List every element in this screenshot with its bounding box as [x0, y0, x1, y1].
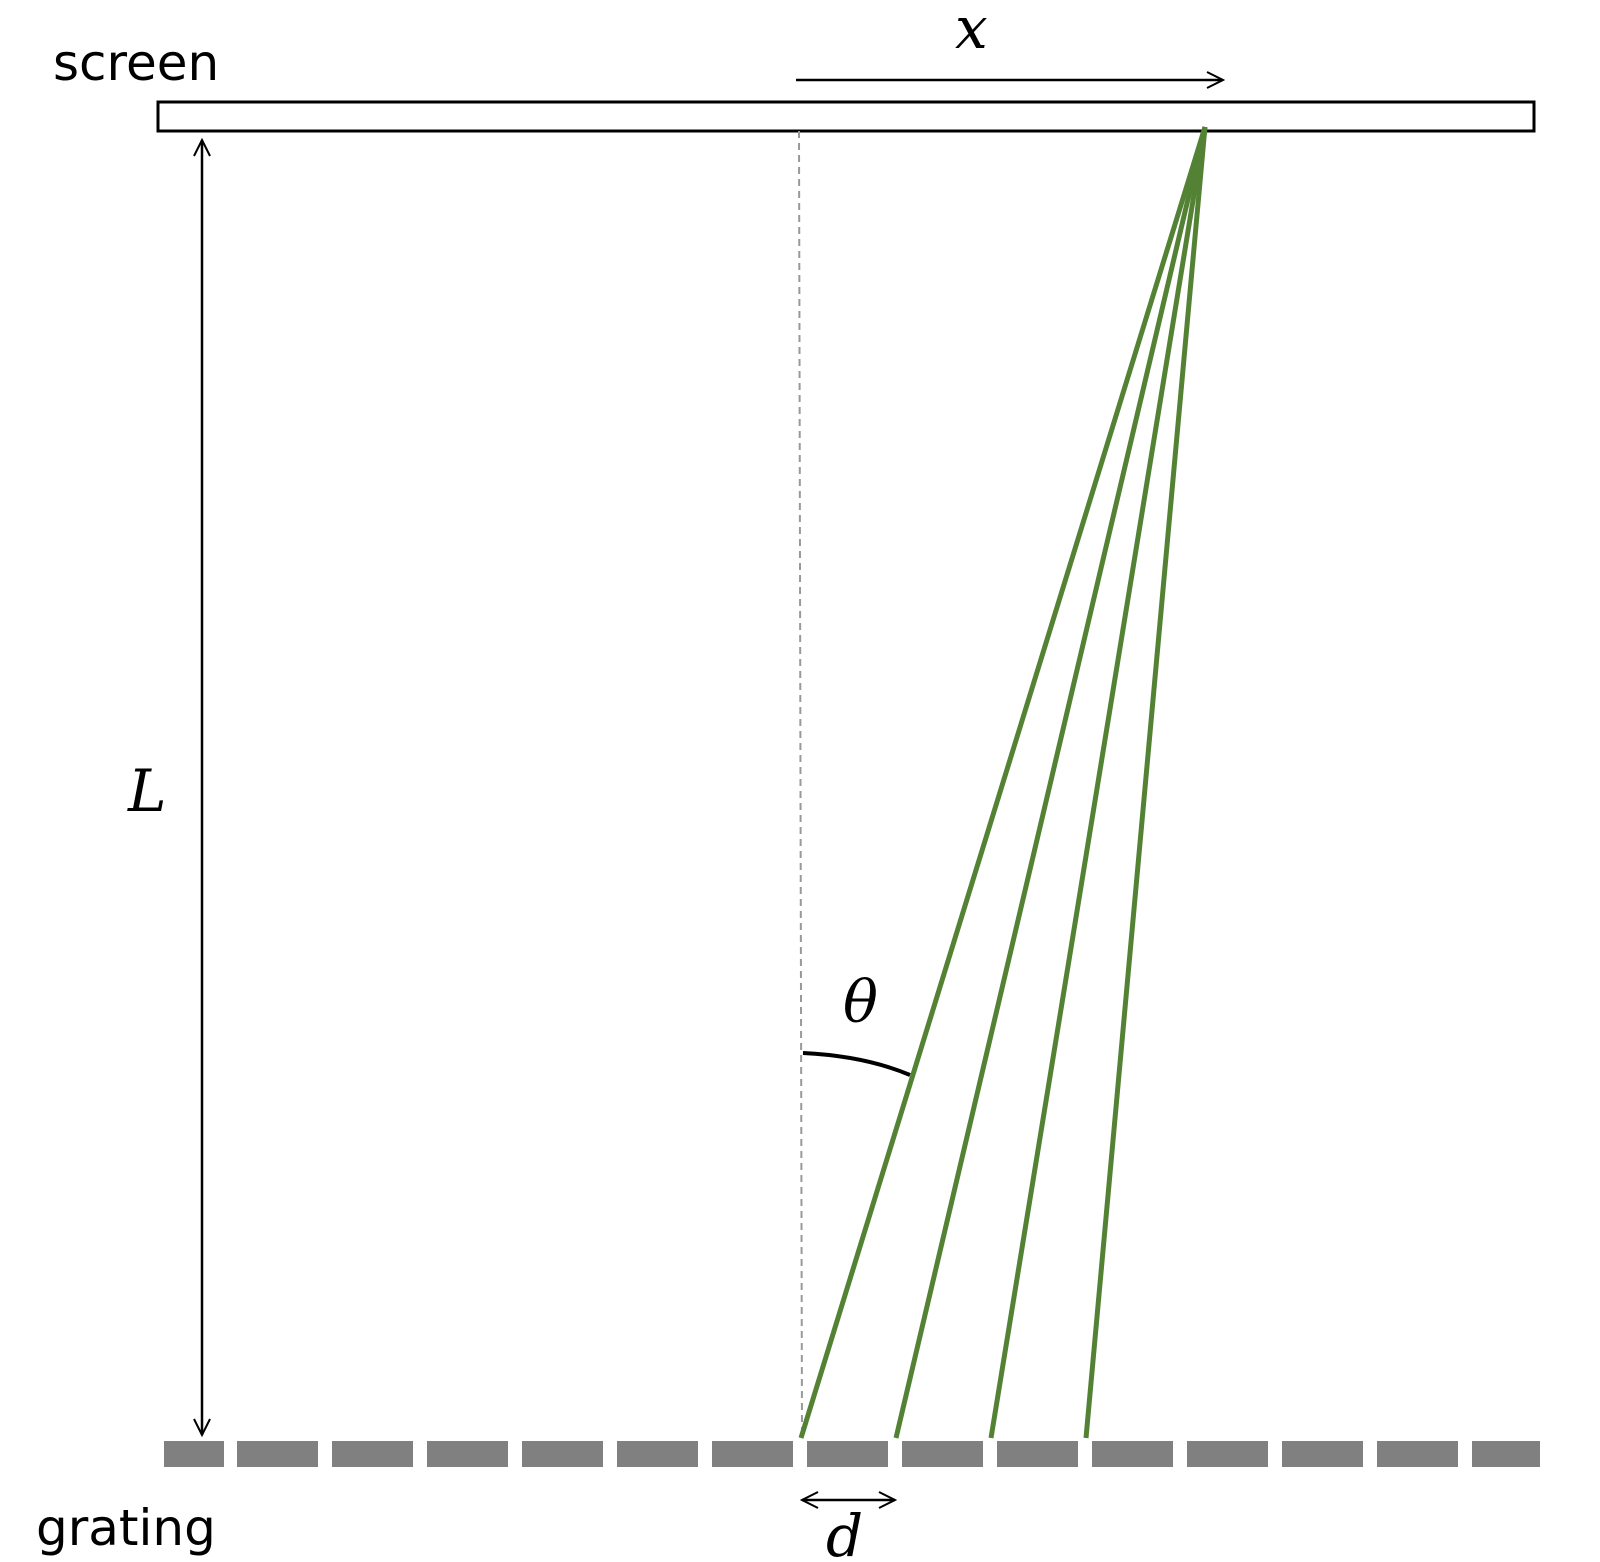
normal-line: [798, 130, 803, 1437]
grating-slat: [237, 1441, 318, 1467]
ray-4: [1083, 126, 1208, 1439]
ray-1: [798, 126, 1208, 1439]
grating-slat: [332, 1441, 413, 1467]
grating-slat: [1092, 1441, 1173, 1467]
grating: [164, 1441, 1540, 1467]
d-label: d: [826, 1502, 863, 1562]
L-label: L: [127, 757, 167, 825]
x-label: x: [955, 0, 988, 62]
grating-label: grating: [36, 1499, 216, 1557]
grating-slat: [807, 1441, 888, 1467]
rays: [798, 126, 1208, 1439]
grating-slat: [997, 1441, 1078, 1467]
ray-2: [893, 126, 1208, 1439]
grating-slat: [1282, 1441, 1363, 1467]
grating-slat: [712, 1441, 793, 1467]
theta-label: θ: [843, 968, 878, 1036]
grating-slat: [1472, 1441, 1540, 1467]
screen-label: screen: [53, 34, 219, 92]
theta-arc: [802, 1051, 911, 1077]
grating-slat: [522, 1441, 603, 1467]
grating-slat: [427, 1441, 508, 1467]
grating-slat: [617, 1441, 698, 1467]
grating-slat: [902, 1441, 983, 1467]
grating-slat: [1187, 1441, 1268, 1467]
ray-3: [988, 126, 1208, 1439]
grating-slat: [1377, 1441, 1458, 1467]
screen-bar: [156, 100, 1536, 133]
grating-slat: [164, 1441, 224, 1467]
